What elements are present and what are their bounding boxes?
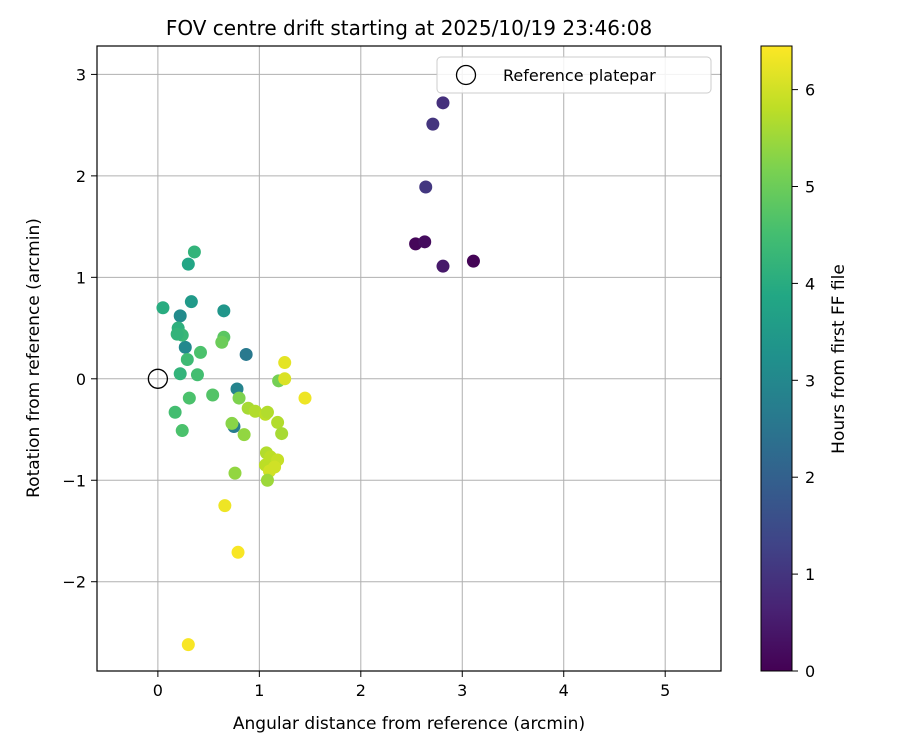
colorbar-tick-label: 2 [805,468,815,487]
data-point [190,368,204,382]
grid-lines [97,46,721,671]
data-point [231,545,245,559]
data-point [178,340,192,354]
data-point [217,304,231,318]
x-tick-label: 1 [254,681,264,700]
data-point [260,405,274,419]
colorbar-ticks: 0 1 2 3 4 5 6 [792,81,815,681]
data-point [426,117,440,131]
x-axis-label: Angular distance from reference (arcmin) [233,714,585,734]
data-point [180,353,194,367]
y-tick-label: −2 [62,573,86,592]
y-tick-label: 0 [76,370,86,389]
x-tick-label: 2 [356,681,366,700]
y-axis-ticks: −2 −1 0 1 2 3 [62,65,97,592]
reference-point-marker [147,368,169,389]
colorbar [760,45,793,672]
data-point [298,391,312,405]
data-point [232,391,246,405]
data-point [278,372,292,386]
colorbar-label: Hours from first FF file [829,264,849,454]
data-point [173,367,187,381]
axes-frame [96,45,722,672]
data-point [466,254,480,268]
colorbar-tick-label: 5 [805,178,815,197]
legend-label-reference: Reference platepar [503,66,656,85]
data-point [268,460,282,474]
data-point [436,96,450,110]
data-point [418,235,432,249]
colorbar-tick-label: 1 [805,565,815,584]
data-point [206,388,220,402]
data-point [170,327,184,341]
colorbar-tick-label: 6 [805,81,815,100]
data-point [181,638,195,652]
data-point [419,180,433,194]
data-point [215,335,229,349]
y-axis-label: Rotation from reference (arcmin) [24,218,44,498]
data-points [156,96,480,652]
data-point [237,428,251,442]
legend-marker-reference [455,64,477,86]
data-point [436,259,450,273]
y-tick-label: −1 [62,471,86,490]
legend: Reference platepar [436,56,712,94]
data-point [156,301,170,315]
x-tick-label: 0 [153,681,163,700]
x-tick-label: 4 [559,681,569,700]
data-point [239,347,253,361]
data-point [187,245,201,259]
data-point [184,295,198,309]
chart-title: FOV centre drift starting at 2025/10/19 … [166,16,652,40]
data-point [181,257,195,271]
reference-point-layer [147,368,169,389]
x-tick-label: 3 [457,681,467,700]
x-tick-label: 5 [660,681,670,700]
y-tick-label: 1 [76,268,86,287]
data-point [278,356,292,370]
data-point [175,424,189,438]
colorbar-tick-label: 4 [805,274,815,293]
data-point [173,309,187,323]
colorbar-tick-label: 3 [805,371,815,390]
legend-box [436,56,712,94]
data-point [248,404,262,418]
data-point [182,391,196,405]
data-point [260,473,274,487]
y-tick-label: 3 [76,65,86,84]
colorbar-tick-label: 0 [805,662,815,681]
data-point [271,415,285,429]
y-tick-label: 2 [76,167,86,186]
data-point [218,499,232,513]
data-point [225,416,239,430]
data-point [275,427,289,441]
data-point [168,405,182,419]
x-axis-ticks: 0 1 2 3 4 5 [153,671,670,700]
data-point [228,466,242,480]
data-point [193,345,207,359]
